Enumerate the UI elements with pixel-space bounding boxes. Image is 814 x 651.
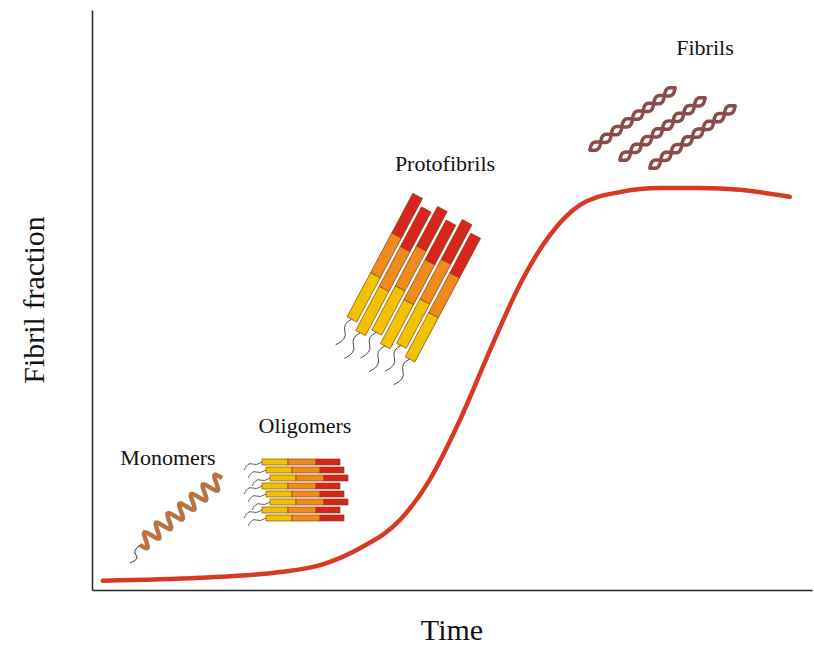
oligomer-segment xyxy=(320,491,344,497)
oligomer-segment xyxy=(288,507,316,513)
protofibril-icon xyxy=(329,193,484,388)
protofibril-segment xyxy=(429,273,460,318)
oligomer-segment xyxy=(296,499,324,505)
protofibril-tail xyxy=(335,318,354,347)
oligomer-tail xyxy=(248,518,266,526)
protofibril-tail xyxy=(384,344,403,373)
annotation: Oligomers xyxy=(259,413,352,438)
oligomer-segment xyxy=(292,491,320,497)
oligomer-tail xyxy=(244,510,262,518)
oligomer-segment xyxy=(316,483,340,489)
oligomer-segment xyxy=(316,459,340,465)
protofibril-tail xyxy=(393,358,412,387)
oligomer-segment xyxy=(262,507,288,513)
fibril-strand xyxy=(590,88,675,150)
protofibril-segment xyxy=(405,313,438,362)
fibril-strand xyxy=(650,106,735,169)
oligomer-segment xyxy=(292,515,320,521)
oligomer-tail xyxy=(248,470,266,478)
oligomer-segment xyxy=(324,499,348,505)
y-axis xyxy=(92,11,93,591)
helix xyxy=(140,475,222,548)
fibril-strand xyxy=(650,106,735,168)
oligomer-segment xyxy=(262,459,288,465)
annotation: Protofibrils xyxy=(395,151,495,176)
x-axis-line xyxy=(93,590,813,592)
oligomer-segment xyxy=(324,475,348,481)
oligomer-segment xyxy=(296,475,324,481)
protofibril-segment xyxy=(450,233,481,278)
oligomer-tail xyxy=(244,486,262,494)
oligomer-segment xyxy=(266,515,292,521)
y-axis-line xyxy=(92,11,94,591)
oligomer-segment xyxy=(292,467,320,473)
x-axis-title: Time xyxy=(421,613,483,646)
oligomer-segment xyxy=(288,459,316,465)
oligomer-icon xyxy=(244,459,348,526)
fibril-strand xyxy=(620,98,705,160)
oligomer-segment xyxy=(270,475,296,481)
x-axis xyxy=(93,590,813,591)
oligomer-segment xyxy=(266,491,292,497)
fibril-icon xyxy=(590,88,735,169)
annotation: Monomers xyxy=(120,445,215,470)
fibril-strand xyxy=(620,98,705,161)
oligomer-segment xyxy=(262,483,288,489)
y-axis-title: Fibril fraction xyxy=(17,216,50,383)
oligomer-segment xyxy=(266,467,292,473)
helix-shadow xyxy=(140,475,222,548)
oligomer-tail xyxy=(244,462,262,470)
chart: Monomers Oligomers Protofibrils Fibrils Time… xyxy=(0,0,814,651)
oligomer-segment xyxy=(320,515,344,521)
protofibril-tail xyxy=(368,345,387,374)
monomer-tail xyxy=(130,545,140,563)
protofibril-tail xyxy=(343,331,362,360)
oligomer-segment xyxy=(288,483,316,489)
fibril-curve xyxy=(103,188,790,581)
monomer-icon xyxy=(130,475,222,563)
oligomer-tail xyxy=(248,494,266,502)
icons xyxy=(130,88,735,563)
oligomer-segment xyxy=(270,499,296,505)
oligomer-segment xyxy=(316,507,340,513)
annotation: Fibrils xyxy=(676,35,733,60)
plot-area xyxy=(103,188,790,581)
oligomer-segment xyxy=(320,467,344,473)
protofibril-tail xyxy=(360,331,379,360)
fibril-strand xyxy=(590,88,675,151)
